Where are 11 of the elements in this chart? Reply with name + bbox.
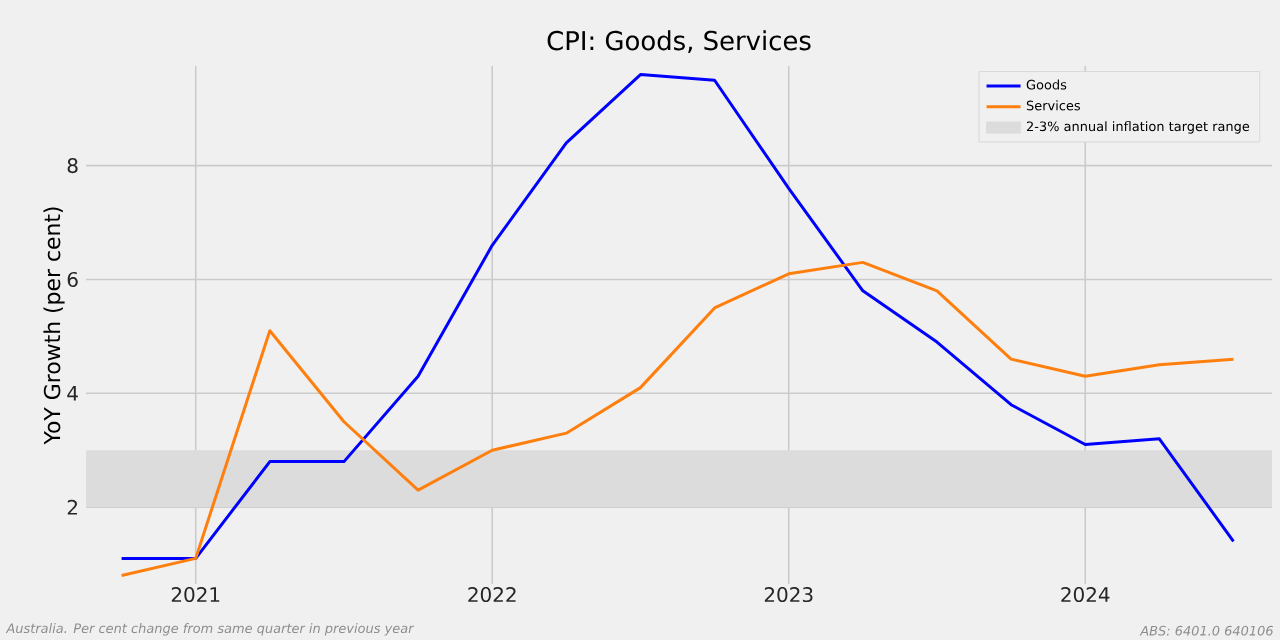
y-tick-label: 6 bbox=[67, 271, 78, 287]
y-tick-label: 4 bbox=[67, 386, 78, 401]
x-tick-label: 2022 bbox=[468, 587, 516, 603]
y-tick-label: 8 bbox=[67, 158, 78, 174]
y-tick-label: 2 bbox=[67, 499, 77, 515]
y-axis-title: YoY Growth (per cent) bbox=[43, 207, 65, 445]
x-tick-label: 2024 bbox=[1061, 587, 1110, 603]
chart-title: CPI: Goods, Services bbox=[547, 30, 811, 53]
x-tick-label: 2021 bbox=[171, 587, 220, 603]
x-tick-label: 2023 bbox=[764, 587, 813, 603]
line-series bbox=[120, 260, 1235, 577]
